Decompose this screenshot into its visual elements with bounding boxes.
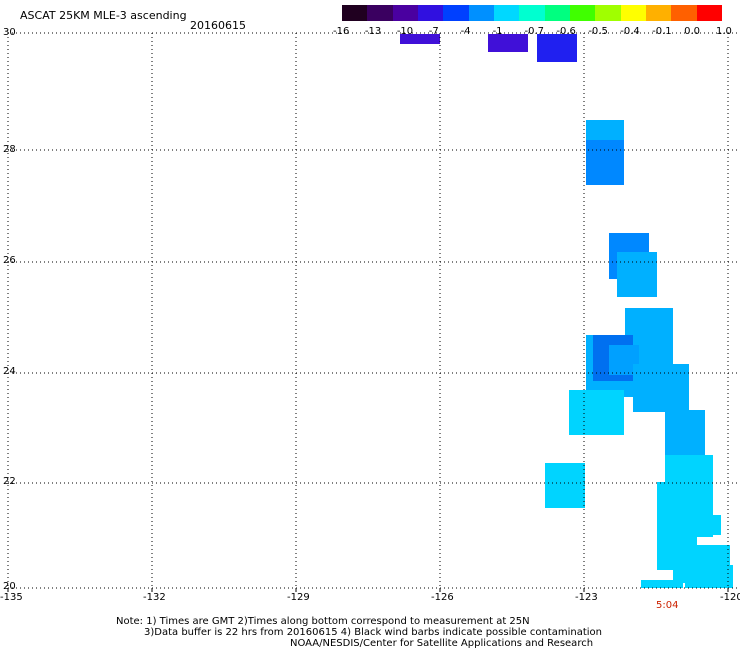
colorbar-swatch bbox=[367, 5, 394, 21]
colorbar-swatch bbox=[342, 5, 368, 21]
colorbar-label: -1 bbox=[492, 26, 503, 37]
colorbar-swatch bbox=[595, 5, 622, 21]
wind-swath-cell bbox=[569, 390, 624, 435]
lat-label-22: 22 bbox=[3, 476, 16, 487]
lat-label-20: 20 bbox=[3, 581, 16, 592]
colorbar-swatch bbox=[468, 5, 495, 21]
lat-label-28: 28 bbox=[3, 144, 16, 155]
wind-swath-cell bbox=[537, 34, 577, 62]
wind-swath-cell bbox=[685, 565, 733, 588]
wind-swath-cell bbox=[633, 364, 689, 412]
lat-label-24: 24 bbox=[3, 366, 16, 377]
colorbar-label: -0.7 bbox=[524, 26, 545, 37]
footer-note-2: 3)Data buffer is 22 hrs from 20160615 4)… bbox=[144, 627, 602, 638]
wind-swath-cell bbox=[665, 410, 705, 455]
colorbar-swatch bbox=[570, 5, 596, 21]
colorbar-swatch bbox=[392, 5, 419, 21]
colorbar-label: -4 bbox=[460, 26, 471, 37]
lon-label-129: -129 bbox=[287, 592, 310, 603]
lon-label-123: -123 bbox=[575, 592, 598, 603]
lat-label-30: 30 bbox=[3, 27, 16, 38]
time-label: 5:04 bbox=[656, 600, 679, 611]
colorbar-label: -10 bbox=[396, 26, 414, 37]
wind-swath-cell bbox=[617, 252, 657, 297]
footer-note-1: Note: 1) Times are GMT 2)Times along bot… bbox=[116, 616, 530, 627]
wind-swath-cell bbox=[545, 463, 585, 508]
colorbar-label: -0.1 bbox=[652, 26, 672, 37]
footer-note-3: NOAA/NESDIS/Center for Satellite Applica… bbox=[290, 638, 594, 649]
colorbar-swatch bbox=[519, 5, 546, 21]
colorbar-label: -7 bbox=[428, 26, 439, 37]
colorbar-swatch bbox=[443, 5, 470, 21]
colorbar-label: -0.5 bbox=[588, 26, 608, 37]
map-date: 20160615 bbox=[190, 19, 246, 32]
wind-swath-cell bbox=[657, 515, 721, 535]
colorbar-swatch bbox=[418, 5, 444, 21]
colorbar-label: -0.4 bbox=[620, 26, 640, 37]
wind-swath-cell bbox=[641, 580, 683, 588]
colorbar-label: -0.6 bbox=[556, 26, 576, 37]
wind-swath-cell bbox=[400, 34, 440, 44]
lon-label-120: -120 bbox=[720, 592, 740, 603]
colorbar-swatch bbox=[671, 5, 698, 21]
colorbar-label: 0.0 bbox=[684, 26, 700, 37]
colorbar-label: -13 bbox=[364, 26, 382, 37]
colorbar-swatch bbox=[696, 5, 723, 21]
wind-swath-cell bbox=[488, 34, 528, 52]
wind-swaths bbox=[400, 34, 733, 588]
colorbar-swatch bbox=[544, 5, 571, 21]
graticule-grid bbox=[7, 32, 740, 592]
colorbar-label: -16 bbox=[333, 26, 350, 37]
colorbar-swatch bbox=[646, 5, 672, 21]
colorbar-swatch bbox=[494, 5, 520, 21]
wind-swath-cell bbox=[586, 140, 624, 185]
lon-label-126: -126 bbox=[431, 592, 454, 603]
colorbar-swatch bbox=[620, 5, 647, 21]
lon-label-135: -135 bbox=[0, 592, 23, 603]
lat-label-26: 26 bbox=[3, 255, 16, 266]
map-title: ASCAT 25KM MLE-3 ascending bbox=[20, 9, 187, 22]
colorbar-label: 1.0 bbox=[716, 26, 732, 37]
lon-label-132: -132 bbox=[143, 592, 166, 603]
